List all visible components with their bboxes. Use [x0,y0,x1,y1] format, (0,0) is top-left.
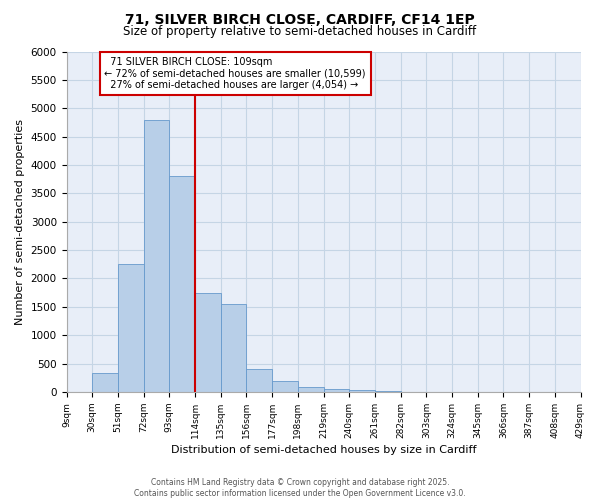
Bar [195,292,221,392]
Bar [118,264,143,392]
Bar [221,304,247,392]
Text: Size of property relative to semi-detached houses in Cardiff: Size of property relative to semi-detach… [124,25,476,38]
Bar [272,380,298,392]
Text: Contains HM Land Registry data © Crown copyright and database right 2025.
Contai: Contains HM Land Registry data © Crown c… [134,478,466,498]
Bar [169,176,195,392]
Bar [298,388,323,392]
Text: 71, SILVER BIRCH CLOSE, CARDIFF, CF14 1EP: 71, SILVER BIRCH CLOSE, CARDIFF, CF14 1E… [125,12,475,26]
Bar [323,388,349,392]
Bar [247,370,272,392]
Bar [143,120,169,392]
Text: 71 SILVER BIRCH CLOSE: 109sqm
← 72% of semi-detached houses are smaller (10,599): 71 SILVER BIRCH CLOSE: 109sqm ← 72% of s… [104,57,366,90]
Bar [92,373,118,392]
Bar [349,390,375,392]
Y-axis label: Number of semi-detached properties: Number of semi-detached properties [15,118,25,324]
Bar [375,391,401,392]
X-axis label: Distribution of semi-detached houses by size in Cardiff: Distribution of semi-detached houses by … [171,445,476,455]
